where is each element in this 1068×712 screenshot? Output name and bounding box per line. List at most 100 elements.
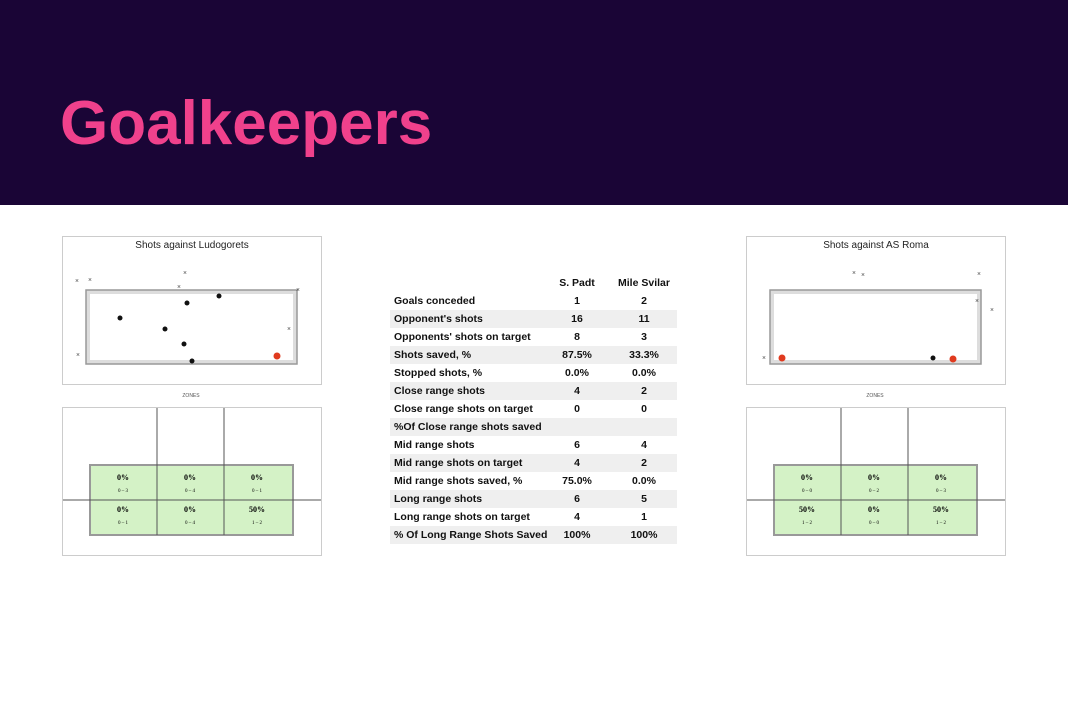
table-cell: 16	[571, 313, 583, 325]
zone-ratio: 0 – 1	[118, 521, 129, 526]
table-cell: 11	[638, 313, 650, 325]
zone-percent: 50%	[933, 505, 949, 514]
zone-percent: 0%	[868, 473, 880, 482]
table-row: Opponent's shots 16 11	[390, 310, 677, 328]
table-cell: 2	[641, 295, 647, 307]
row-label: Long range shots on target	[394, 511, 530, 523]
table-cell: 2	[641, 457, 647, 469]
shot-miss: ×	[287, 325, 291, 333]
table-cell: 87.5%	[562, 349, 592, 361]
row-label: Stopped shots, %	[394, 367, 483, 379]
table-row: Opponents' shots on target 8 3	[390, 328, 677, 346]
shot-miss: ×	[861, 271, 865, 279]
zone-ratio: 0 – 4	[185, 521, 196, 526]
row-label: Opponent's shots	[394, 313, 483, 325]
row-label: Mid range shots on target	[394, 457, 523, 469]
shot-saved	[930, 355, 936, 361]
goal-panel: Shots against AS Roma × × × × × ×	[746, 236, 1006, 385]
goal-diagram: × × × × × ×	[762, 269, 994, 365]
shot-miss: ×	[75, 277, 79, 285]
table-cell: 3	[641, 331, 647, 343]
shot-miss: ×	[296, 286, 300, 294]
table-cell: 4	[574, 385, 580, 397]
table-cell: 4	[574, 511, 580, 523]
shot-miss: ×	[76, 351, 80, 359]
zone-percent: 0%	[935, 473, 947, 482]
zones-diagram: 0% 0 – 0 0% 0 – 2 0% 0 – 3 50% 1 – 2 0% 0 – 0 50% 1…	[747, 408, 1005, 536]
table-cell: 2	[641, 385, 647, 397]
shot-miss: ×	[975, 297, 979, 305]
zone-percent: 0%	[184, 505, 196, 514]
shot-miss: ×	[977, 270, 981, 278]
table-row: Long range shots on target 4 1	[390, 508, 677, 526]
table-cell: 8	[574, 331, 580, 343]
row-label: Close range shots	[394, 385, 486, 397]
row-label: Shots saved, %	[394, 349, 472, 361]
zone-percent: 50%	[799, 505, 815, 514]
goal-diagram: × ××× ×××	[75, 269, 300, 365]
zone-percent: 0%	[117, 505, 129, 514]
zone-percent: 0%	[184, 473, 196, 482]
zone-ratio: 0 – 0	[869, 521, 880, 526]
table-cell: 75.0%	[562, 475, 592, 487]
stats-table: S. Padt Mile Svilar Goals conceded 1 2 Oppone…	[390, 274, 677, 544]
shot-miss: ×	[852, 269, 856, 277]
goal-panel: Shots against Ludogorets × × × × × × ×	[62, 236, 322, 385]
zone-ratio: 0 – 4	[185, 489, 196, 494]
goal-net	[86, 290, 297, 364]
table-cell: 0	[641, 403, 647, 415]
shot-miss: ×	[990, 306, 994, 314]
table-cell: 1	[641, 511, 647, 523]
zone-ratio: 0 – 3	[118, 489, 129, 494]
table-cell: 5	[641, 493, 647, 505]
page-title: Goalkeepers	[60, 89, 433, 158]
row-label: % Of Long Range Shots Saved	[394, 529, 548, 541]
shot-miss: ×	[762, 354, 766, 362]
column-header: S. Padt	[559, 277, 595, 289]
table-row: Goals conceded 1 2	[390, 292, 677, 310]
row-label: Mid range shots	[394, 439, 475, 451]
zones-panel: 0% 0 – 0 0% 0 – 2 0% 0 – 3 50% 1 – 2 0% 0 – 0 50% 1…	[746, 407, 1006, 556]
zone-percent: 50%	[249, 505, 265, 514]
goal-net	[770, 290, 981, 364]
table-cell: 0	[574, 403, 580, 415]
panel-title: Shots against AS Roma	[823, 240, 929, 251]
shot-goal	[778, 354, 786, 362]
zone-percent: 0%	[801, 473, 813, 482]
row-label: Goals conceded	[394, 295, 476, 307]
table-cell: 100%	[630, 529, 658, 541]
zones-label: ZONES	[182, 393, 200, 399]
row-label: Close range shots on target	[394, 403, 533, 415]
zone-ratio: 0 – 3	[936, 489, 947, 494]
table-cell: 4	[574, 457, 580, 469]
shot-miss: ×	[88, 276, 92, 284]
zone-percent: 0%	[251, 473, 263, 482]
table-row: %Of Close range shots saved	[390, 418, 677, 436]
table-row: Stopped shots, % 0.0% 0.0%	[390, 364, 677, 382]
table-row: % Of Long Range Shots Saved 100% 100%	[390, 526, 677, 544]
table-cell: 0.0%	[565, 367, 589, 379]
zone-ratio: 0 – 1	[252, 489, 263, 494]
zone-ratio: 1 – 2	[936, 521, 947, 526]
panel-title: Shots against Ludogorets	[135, 240, 249, 251]
goal-frame	[85, 289, 298, 365]
column-header: Mile Svilar	[618, 277, 670, 289]
table-row: Shots saved, % 87.5% 33.3%	[390, 346, 677, 364]
zones-panel: 0% 0 – 3 0% 0 – 4 0% 0 – 1 0% 0 – 1 0% 0 – 4 50% 1 …	[62, 407, 322, 556]
table-row: Close range shots 4 2	[390, 382, 677, 400]
shot-saved	[117, 315, 123, 321]
shot-miss: ×	[183, 269, 187, 277]
shot-saved	[184, 300, 190, 306]
goal-frame	[769, 289, 982, 365]
zone-percent: 0%	[868, 505, 880, 514]
table-row: Long range shots 6 5	[390, 490, 677, 508]
table-cell: 6	[574, 439, 580, 451]
row-label: %Of Close range shots saved	[394, 421, 542, 433]
table-cell: 0.0%	[632, 475, 656, 487]
zone-ratio: 0 – 2	[869, 489, 880, 494]
table-row: Mid range shots saved, % 75.0% 0.0%	[390, 472, 677, 490]
shot-saved	[189, 358, 195, 364]
shot-saved	[181, 341, 187, 347]
zone-ratio: 1 – 2	[802, 521, 813, 526]
